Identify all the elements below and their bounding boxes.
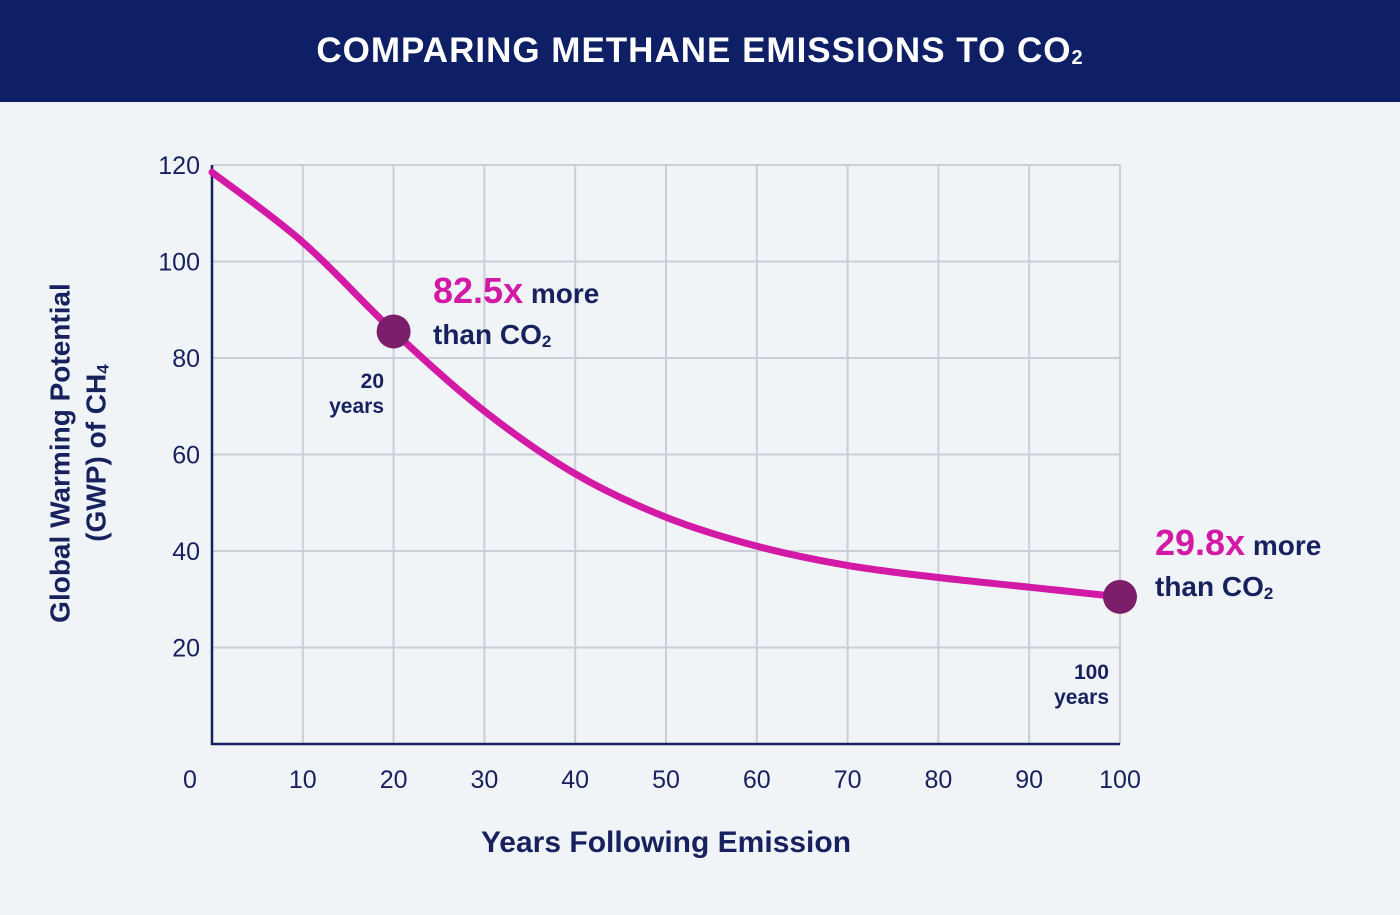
x-tick-label-50: 50 [652,766,680,794]
annotation-20-years: 82.5x more than CO2 [433,270,600,351]
y-tick-label-20: 20 [172,635,200,663]
annotation-100-years: 29.8x more than CO2 [1155,522,1322,603]
title-banner: COMPARING METHANE EMISSIONS TO CO2 [0,0,1400,102]
chart-series [208,168,1124,601]
x-tick-label-30: 30 [470,766,498,794]
x-tick-label-40: 40 [561,766,589,794]
x-tick-label-60: 60 [743,766,771,794]
y-tick-label-80: 80 [172,345,200,373]
marker-20-years [376,314,411,349]
x-tick-label-70: 70 [834,766,862,794]
point-label-100-years: 100 years [1054,661,1109,709]
page-title: COMPARING METHANE EMISSIONS TO CO2 [316,31,1084,70]
x-tick-label-0: 0 [183,766,197,794]
y-axis-label: Global Warming Potential (GWP) of CH4 [44,283,113,623]
y-tick-label-40: 40 [172,538,200,566]
x-tick-label-90: 90 [1015,766,1043,794]
y-tick-label-120: 120 [158,152,200,180]
x-tick-label-100: 100 [1099,766,1141,794]
y-tick-label-100: 100 [158,249,200,277]
chart-grid [212,164,1121,744]
chart-highlight-points [376,314,1137,614]
x-tick-label-10: 10 [289,766,317,794]
y-tick-label-60: 60 [172,442,200,470]
x-axis-label: Years Following Emission [480,826,852,859]
x-tick-label-20: 20 [380,766,408,794]
chart-tick-labels: 0 10 20 30 40 50 60 70 80 90 100 20 40 60 80 100 120 [158,152,1141,794]
marker-100-years [1103,579,1137,614]
x-tick-label-80: 80 [924,766,952,794]
gwp-curve [208,168,1124,601]
chart-axes [210,165,1120,746]
point-label-20-years: 20 years [329,370,384,418]
